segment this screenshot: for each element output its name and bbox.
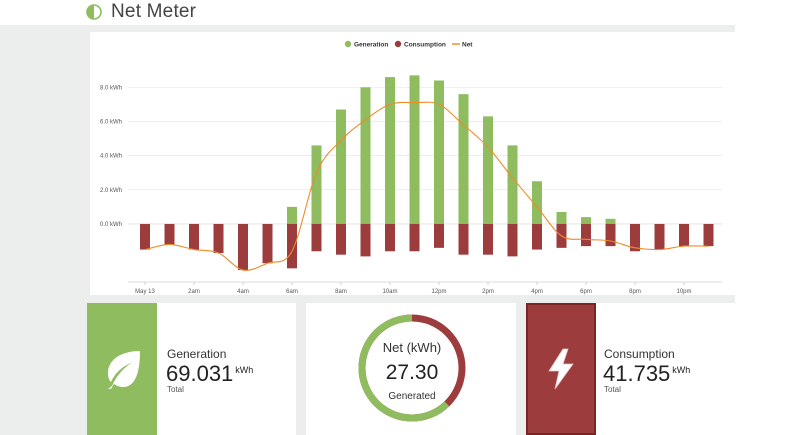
generation-bar <box>532 181 542 224</box>
x-tick-label: 10pm <box>676 289 691 295</box>
x-tick-label: 12pm <box>431 289 446 295</box>
net-line-series <box>144 101 709 271</box>
consumption-bar <box>213 223 224 253</box>
y-axis-ticks: 8.0 kWh 6.0 kWh 4.0 kWh 2.0 kWh 0.0 kWh <box>100 85 122 228</box>
consumption-bar <box>630 223 640 252</box>
generation-bar <box>360 87 371 224</box>
x-tick-label: 8pm <box>629 289 641 295</box>
net-donut-ring <box>358 314 466 422</box>
consumption-bar <box>458 223 469 255</box>
x-tick-label: 2pm <box>482 289 494 295</box>
consumption-bar <box>483 223 493 255</box>
generation-bar <box>336 109 346 224</box>
legend-consumption-swatch <box>394 40 402 48</box>
x-axis: May 13 2am 4am 6am 8am 10am 12pm 2pm 4pm 6pm 8pm 10… <box>128 281 722 295</box>
generation-icon-block <box>87 303 157 435</box>
consumption-bar <box>311 223 322 252</box>
generation-bar <box>434 80 444 224</box>
consumption-value-number: 41.735 <box>603 361 671 386</box>
x-tick-label: 8am <box>335 289 347 295</box>
consumption-bar <box>189 223 199 250</box>
generation-bar <box>311 145 322 224</box>
x-tick-label: May 13 <box>135 289 155 295</box>
consumption-bar <box>238 223 248 271</box>
x-tick-label: 4pm <box>531 289 543 295</box>
legend-generation-swatch <box>344 40 352 48</box>
consumption-bar <box>507 223 518 257</box>
app-header: Net Meter <box>0 0 800 25</box>
generation-value-number: 69.031 <box>166 361 234 386</box>
x-tick-label: 10am <box>382 289 397 295</box>
generation-card[interactable]: Generation 69.031 kWh Total <box>87 303 296 435</box>
generation-bar <box>458 94 469 224</box>
consumption-bar <box>532 223 542 250</box>
generation-bar <box>581 217 591 224</box>
x-tick-label: 2am <box>188 289 200 295</box>
generation-bar <box>409 75 420 224</box>
generation-sub: Total <box>167 385 184 394</box>
generation-unit: kWh <box>235 364 254 375</box>
generation-bar <box>287 206 297 224</box>
consumption-bar <box>360 223 371 257</box>
consumption-bar <box>385 223 395 252</box>
consumption-bar <box>581 223 591 247</box>
x-tick-label: 6am <box>286 289 298 295</box>
chart-legend: Generation Consumption Net <box>344 40 473 49</box>
leaf-icon <box>108 351 140 389</box>
consumption-bar <box>654 223 665 250</box>
generation-bar <box>556 211 567 224</box>
consumption-unit: kWh <box>672 364 691 375</box>
half-circle-logo-icon <box>86 4 102 20</box>
consumption-bar <box>409 223 420 252</box>
legend-net-label: Net <box>462 42 473 49</box>
consumption-sub: Total <box>604 385 621 394</box>
legend-consumption-label: Consumption <box>404 42 446 49</box>
consumption-bar <box>262 223 273 264</box>
y-tick-label: 2.0 kWh <box>100 188 122 194</box>
net-line <box>144 101 709 271</box>
x-tick-label: 6pm <box>580 289 592 295</box>
consumption-card[interactable]: Consumption 41.735 kWh Total <box>526 303 735 435</box>
consumption-bar <box>703 223 714 247</box>
consumption-icon-block <box>526 303 596 435</box>
legend-generation-label: Generation <box>354 42 388 49</box>
generation-bar <box>385 77 395 224</box>
consumption-label: Consumption <box>604 347 675 361</box>
net-sub: Generated <box>388 391 436 402</box>
consumption-bar <box>605 223 616 247</box>
generation-bar <box>605 218 616 224</box>
chart-bars <box>140 75 714 271</box>
generation-bar <box>483 116 493 224</box>
lightning-bolt-icon <box>548 348 574 390</box>
net-meter-chart: Generation Consumption Net 8.0 kWh 6.0 kWh 4… <box>100 40 722 295</box>
y-tick-label: 8.0 kWh <box>100 85 122 91</box>
generation-label: Generation <box>167 347 227 361</box>
consumption-bar <box>434 223 444 248</box>
net-value: 27.30 <box>385 361 439 384</box>
consumption-bar <box>164 223 175 245</box>
consumption-value: 41.735 kWh <box>603 361 690 387</box>
page-title: Net Meter <box>111 1 197 22</box>
y-tick-label: 0.0 kWh <box>100 222 122 228</box>
y-tick-label: 4.0 kWh <box>100 154 122 160</box>
net-title: Net (kWh) <box>382 340 442 355</box>
x-tick-label: 4am <box>237 289 249 295</box>
generation-bar <box>507 145 518 224</box>
consumption-bar <box>679 223 689 247</box>
consumption-bar <box>287 223 297 269</box>
y-tick-label: 6.0 kWh <box>100 119 122 125</box>
consumption-bar <box>336 223 346 255</box>
net-card[interactable] <box>306 303 516 435</box>
generation-value: 69.031 kWh <box>166 361 253 387</box>
consumption-bar <box>140 223 150 250</box>
ring-generation-arc <box>358 314 450 422</box>
chart-grid <box>128 86 722 225</box>
